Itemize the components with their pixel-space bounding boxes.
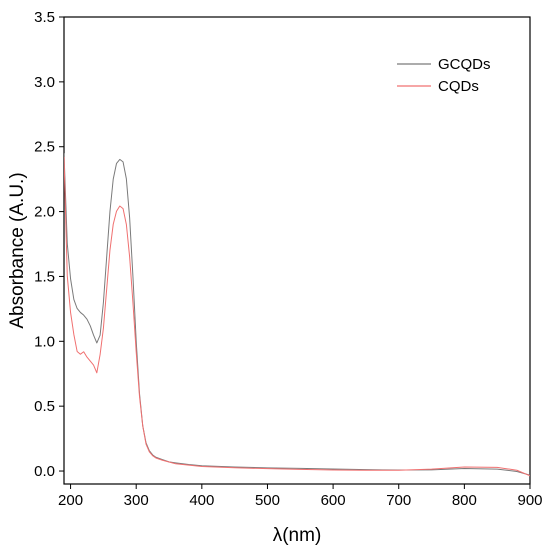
series-layer [64,153,530,477]
legend-label-cqds: CQDs [438,78,479,95]
y-tick-label: 3.0 [34,74,55,91]
x-tick-label: 600 [321,492,346,509]
y-axis-title: Absorbance (A.U.) [7,172,28,328]
x-axis-title: λ(nm) [273,525,322,546]
x-tick-label: 500 [255,492,280,509]
plot-border [63,16,531,485]
legend: GCQDs CQDs [397,56,491,95]
y-tick-label: 0.0 [34,463,55,480]
y-tick-label: 2.5 [34,139,55,156]
x-tick-label: 200 [58,492,83,509]
y-tick-label: 1.0 [34,333,55,350]
series-line-cqds [64,156,530,477]
y-tick-label: 3.5 [34,9,55,26]
y-tick-label: 1.5 [34,268,55,285]
x-tick-label: 300 [124,492,149,509]
legend-label-gcqds: GCQDs [438,56,491,73]
x-tick-label: 900 [517,492,542,509]
x-tick-label: 700 [386,492,411,509]
series-line-gcqds [64,153,530,476]
ticks-layer: 200 300 400 500 600 700 800 900 0.0 0.5 1.0 1.5 2.0 2… [34,9,542,509]
x-tick-label: 400 [189,492,214,509]
y-tick-label: 0.5 [34,398,55,415]
plot-frame [63,16,531,485]
y-tick-label: 2.0 [34,204,55,221]
x-tick-label: 800 [452,492,477,509]
